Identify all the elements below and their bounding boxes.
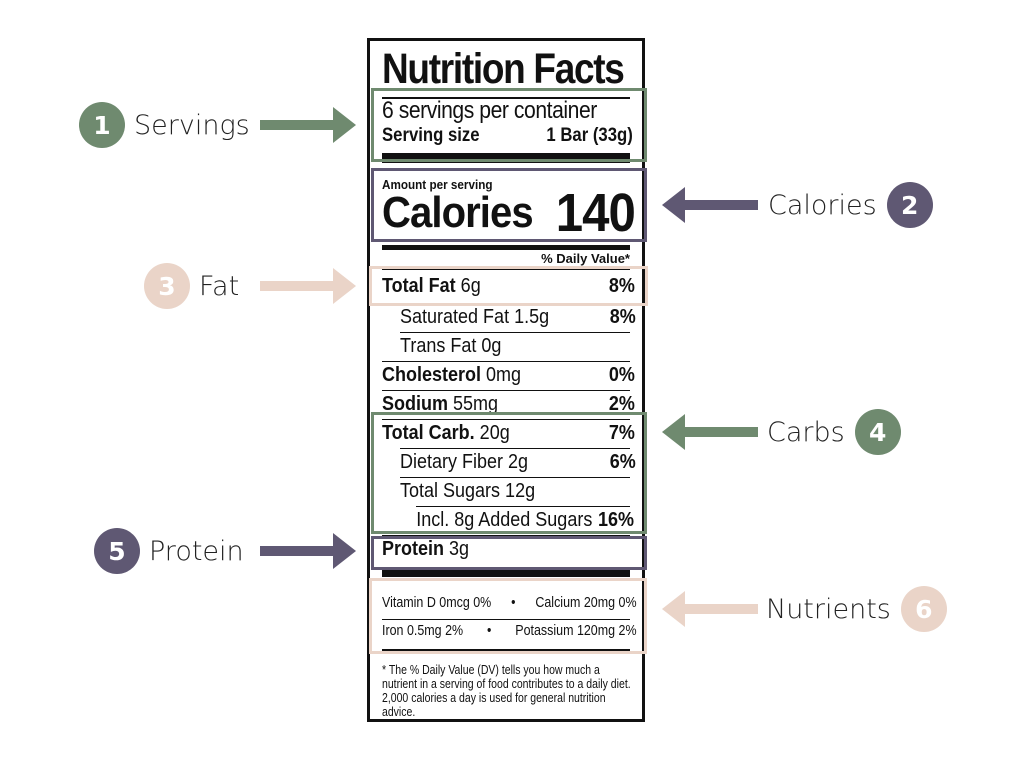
nutrient-amount: 1.5g — [514, 306, 550, 328]
serving-size-value: 1 Bar (33g) — [546, 125, 633, 146]
callout-calories: Calories 2 — [768, 182, 933, 228]
servings-per-container: 6 servings per container — [382, 97, 597, 124]
nutrient-row-sodium: Sodium 55mg 2% — [382, 393, 635, 416]
nutrient-row-saturated-fat: Saturated Fat 1.5g 8% — [382, 306, 636, 329]
vitamin-right: Potassium 120mg 2% — [515, 623, 637, 639]
vitamin-left: Iron 0.5mg 2% — [382, 623, 464, 639]
amount-per-serving: Amount per serving — [382, 177, 493, 192]
nutrient-amount: 20g — [479, 422, 510, 444]
arrow-servings — [260, 107, 356, 143]
nutrient-name: Cholesterol — [382, 364, 482, 386]
nutrient-name: Total Carb. — [382, 422, 475, 444]
vitamin-right: Calcium 20mg 0% — [535, 595, 637, 611]
thick-divider — [382, 153, 630, 163]
nutrient-name: Incl. 8g Added Sugars — [416, 509, 593, 531]
nutrient-amount: 0g — [481, 335, 502, 357]
nutrient-dv: 16% — [597, 509, 634, 531]
badge-number: 6 — [900, 586, 947, 632]
callout-label: Protein — [149, 535, 244, 567]
vitamin-left: Vitamin D 0mcg 0% — [382, 595, 492, 611]
nutrient-name: Total Sugars — [400, 480, 501, 502]
serving-size-label: Serving size — [382, 125, 480, 146]
callout-label: Servings — [134, 109, 250, 141]
nutrient-dv: 0% — [608, 364, 635, 386]
nutrient-row-dietary-fiber: Dietary Fiber 2g 6% — [382, 451, 636, 474]
nutrient-amount: 0mg — [486, 364, 522, 386]
nutrient-row-total-carb: Total Carb. 20g 7% — [382, 422, 635, 445]
arrow-nutrients — [662, 591, 758, 627]
badge-number: 3 — [144, 263, 190, 309]
daily-value-header: % Daily Value* — [541, 251, 630, 266]
nutrient-row-trans-fat: Trans Fat 0g — [382, 335, 636, 358]
vitamin-row-2: Iron 0.5mg 2% • Potassium 120mg 2% — [382, 623, 637, 639]
arrow-protein — [260, 533, 356, 569]
nutrient-row-total-sugars: Total Sugars 12g — [382, 480, 636, 503]
nutrient-amount: 3g — [449, 538, 470, 560]
arrow-fat — [260, 268, 356, 304]
callout-servings: 1 Servings — [79, 102, 250, 148]
nutrient-row-cholesterol: Cholesterol 0mg 0% — [382, 364, 635, 387]
nutrient-dv: 8% — [609, 306, 636, 328]
callout-label: Fat — [199, 270, 240, 302]
callout-label: Carbs — [767, 416, 845, 448]
bullet: • — [487, 623, 492, 639]
callout-fat: 3 Fat — [144, 263, 239, 309]
nutrient-row-total-fat: Total Fat 6g 8% — [382, 275, 635, 298]
callout-nutrients: Nutrients 6 — [766, 586, 947, 632]
calories-row: Calories 140 — [382, 183, 636, 243]
nutrient-amount: 12g — [505, 480, 536, 502]
badge-number: 2 — [886, 182, 933, 228]
nutrition-facts-label: Nutrition Facts 6 servings per container… — [367, 38, 645, 722]
vitamin-row-1: Vitamin D 0mcg 0% • Calcium 20mg 0% — [382, 595, 637, 611]
nutrient-dv: 8% — [608, 275, 635, 297]
label-title: Nutrition Facts — [382, 45, 625, 93]
callout-carbs: Carbs 4 — [767, 409, 901, 455]
badge-number: 4 — [854, 409, 901, 455]
nutrient-name: Trans Fat — [400, 335, 477, 357]
nutrient-amount: 55mg — [453, 393, 499, 415]
nutrient-row-protein: Protein 3g — [382, 538, 635, 561]
thick-divider — [382, 567, 630, 577]
nutrient-dv: 2% — [608, 393, 635, 415]
nutrient-name: Protein — [382, 538, 445, 560]
calories-value: 140 — [555, 183, 636, 243]
nutrient-name: Saturated Fat — [400, 306, 510, 328]
bullet: • — [511, 595, 516, 611]
footnote: * The % Daily Value (DV) tells you how m… — [382, 663, 631, 719]
badge-number: 5 — [94, 528, 140, 574]
arrow-carbs — [662, 414, 758, 450]
arrow-calories — [662, 187, 758, 223]
medium-divider — [382, 245, 630, 250]
nutrient-dv: 7% — [608, 422, 635, 444]
calories-label: Calories — [382, 188, 534, 237]
callout-label: Nutrients — [766, 593, 891, 625]
nutrient-amount: 2g — [508, 451, 529, 473]
callout-label: Calories — [768, 189, 877, 221]
nutrient-name: Sodium — [382, 393, 449, 415]
nutrient-dv: 6% — [609, 451, 636, 473]
nutrient-name: Total Fat — [382, 275, 456, 297]
nutrient-name: Dietary Fiber — [400, 451, 504, 473]
callout-protein: 5 Protein — [94, 528, 244, 574]
nutrient-amount: 6g — [460, 275, 481, 297]
nutrient-row-added-sugars: Incl. 8g Added Sugars 16% — [382, 509, 634, 532]
serving-size-row: Serving size 1 Bar (33g) — [382, 125, 633, 147]
badge-number: 1 — [79, 102, 125, 148]
